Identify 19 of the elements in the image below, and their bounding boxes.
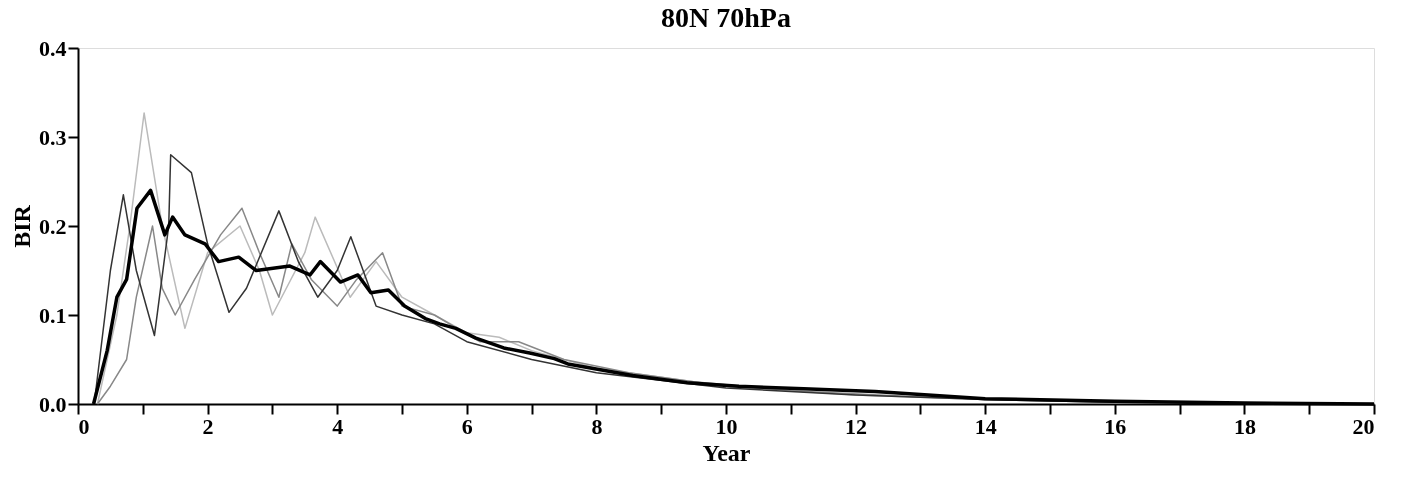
x-tick-label: 8 — [591, 413, 603, 439]
x-tick-label: 18 — [1233, 413, 1256, 439]
y-tick-label: 0.2 — [39, 213, 67, 239]
x-axis-title: Year — [702, 439, 751, 466]
x-tick-label: 6 — [461, 413, 473, 439]
x-tick-label: 2 — [202, 413, 214, 439]
y-tick-label: 0.4 — [39, 35, 67, 61]
y-tick-label: 0.1 — [39, 302, 67, 328]
x-tick-label: 14 — [974, 413, 997, 439]
x-tick-label: 20 — [1352, 413, 1375, 439]
y-axis-title: BIR — [9, 204, 35, 248]
y-tick-label: 0.3 — [39, 124, 67, 150]
chart-title: 80N 70hPa — [661, 2, 791, 33]
x-tick-label: 12 — [845, 413, 868, 439]
x-tick-label: 0 — [78, 413, 90, 439]
x-tick-label: 10 — [715, 413, 738, 439]
y-tick-label: 0.0 — [39, 391, 67, 417]
x-tick-label: 4 — [332, 413, 344, 439]
x-tick-label: 16 — [1104, 413, 1127, 439]
